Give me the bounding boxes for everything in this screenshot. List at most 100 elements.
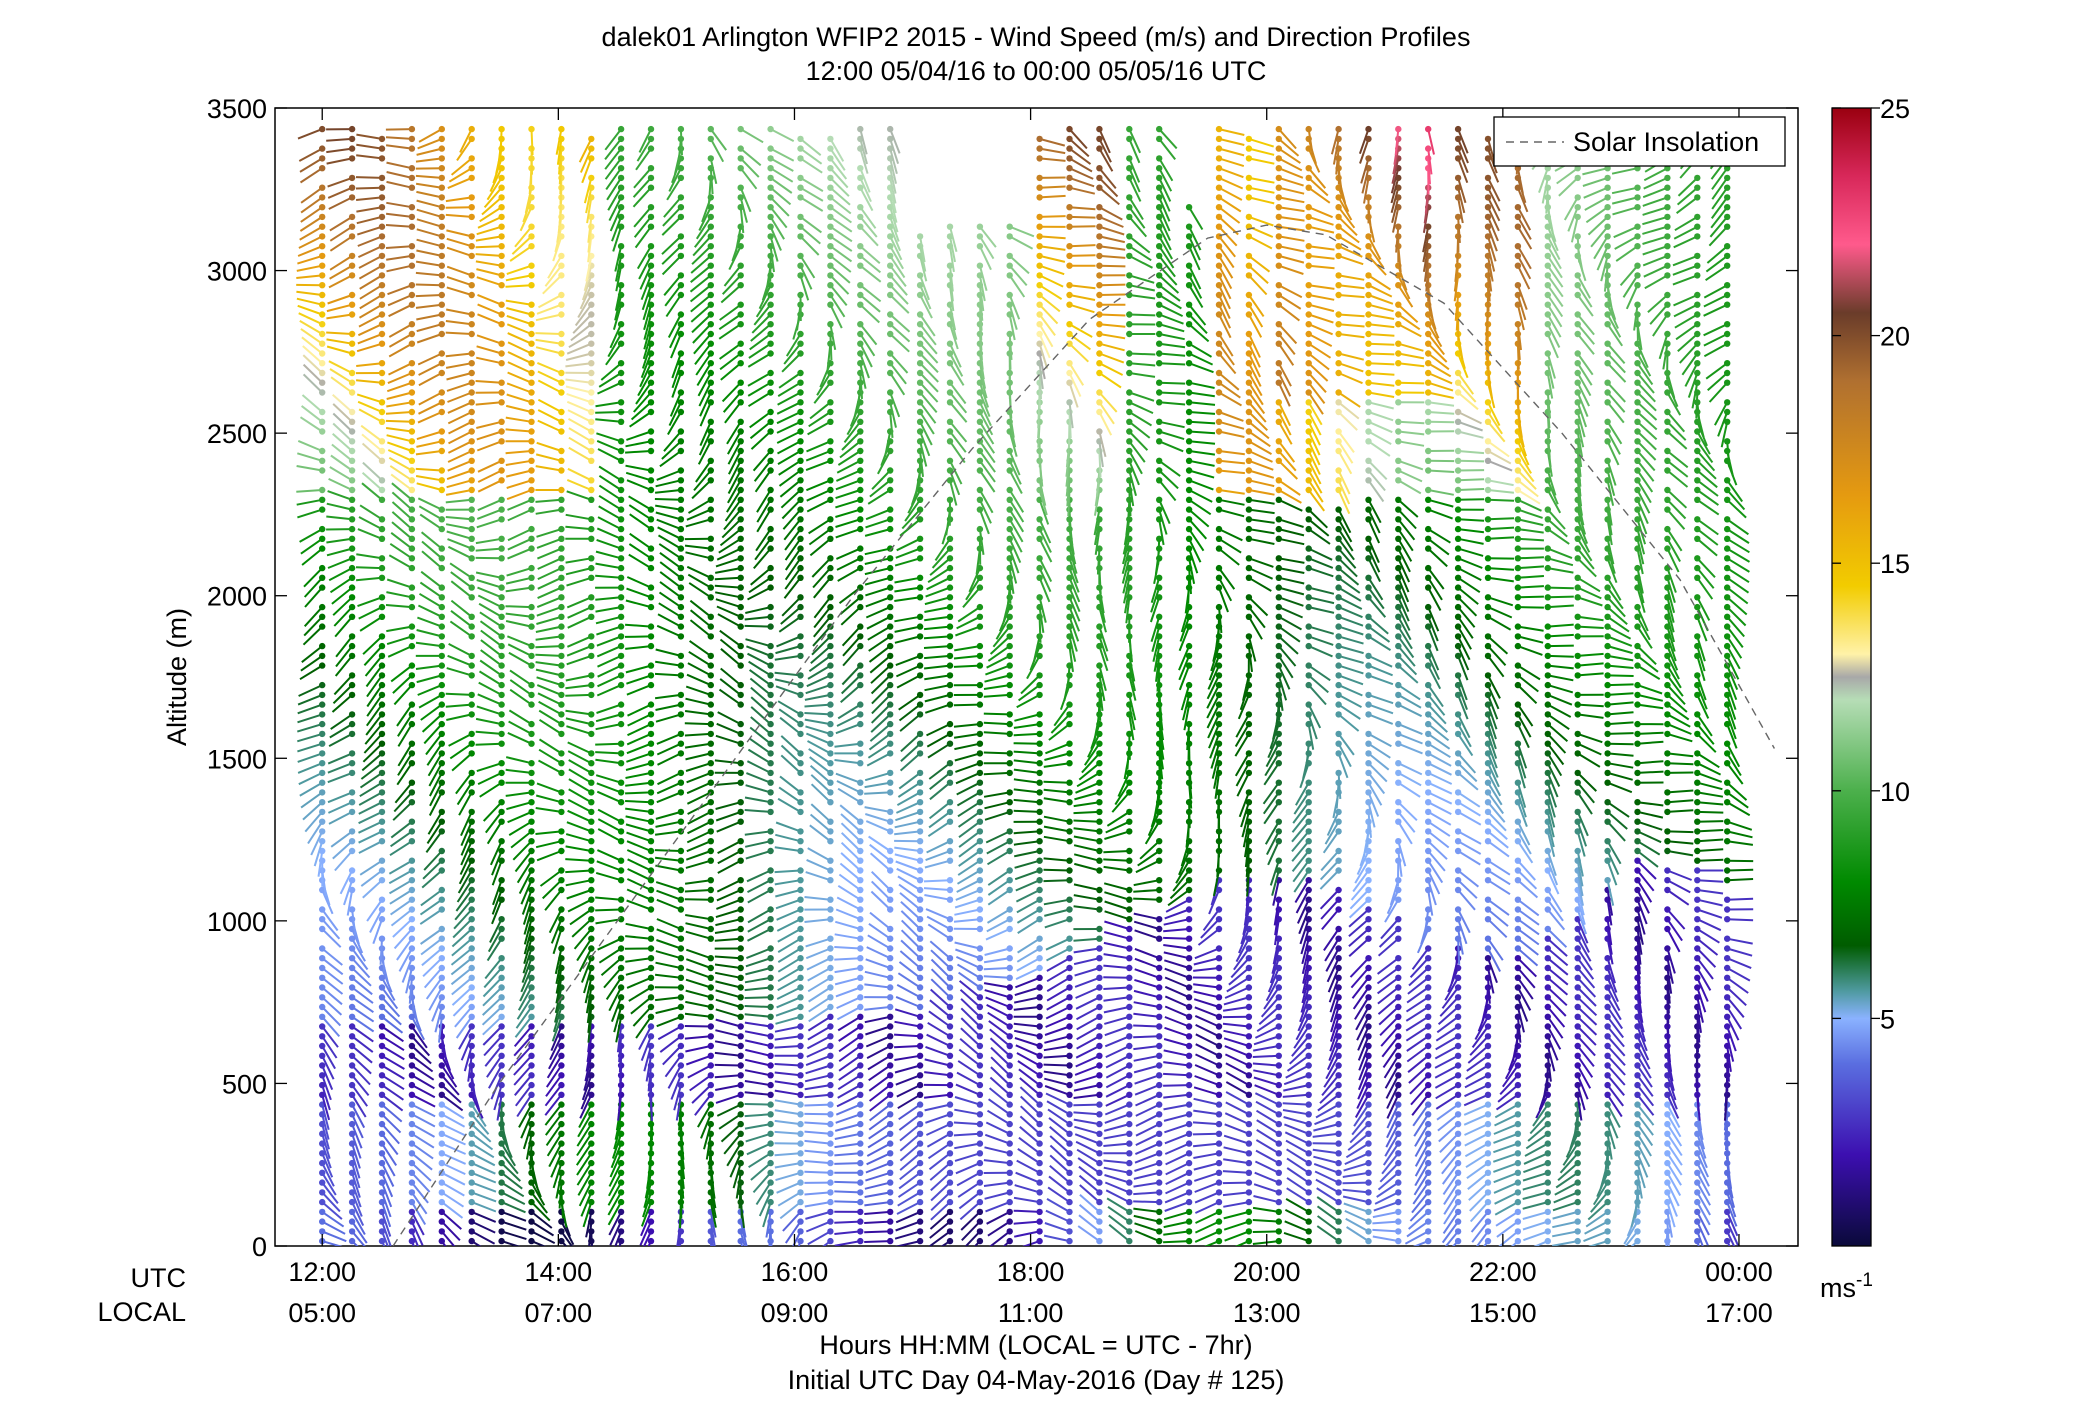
wind-barb-point [528,301,535,308]
wind-barb [359,772,383,789]
wind-barb-point [378,340,386,347]
wind-barb-point [1036,1042,1043,1050]
wind-barb [501,1201,526,1214]
wind-barb [475,260,502,267]
wind-barb-point [707,477,714,484]
wind-barb-point [1006,750,1013,757]
wind-barb-point [916,1062,924,1069]
wind-barb-point [378,408,386,416]
wind-barb-point [887,1198,894,1206]
wind-barb-point [647,769,655,777]
wind-barb-point [408,906,416,913]
wind-barb-point [857,1120,864,1128]
wind-barb-point [887,1052,894,1060]
wind-barb-point [408,896,416,903]
wind-barb-point [707,272,714,279]
wind-barb [417,352,443,366]
wind-barb-point [946,808,954,816]
wind-barb-point [408,321,416,328]
wind-barb-point [558,886,565,894]
wind-barb-point [827,1101,834,1108]
wind-barb [595,918,622,925]
wind-barb-point [378,555,386,562]
wind-barb-point [887,769,894,777]
wind-barb [359,615,383,632]
wind-barb-point [916,935,924,942]
wind-barb-point [498,418,505,425]
wind-barb-point [588,896,595,903]
wind-barb-point [916,1189,924,1196]
wind-barb-point [887,291,894,299]
wind-barb [297,742,323,753]
wind-barb-point [797,1013,804,1020]
wind-barb-point [438,1120,445,1128]
wind-barb-point [528,1218,535,1225]
wind-barb-point [976,867,984,874]
wind-barb-point [348,955,356,962]
wind-barb-point [588,1198,595,1206]
wind-barb-point [976,916,984,923]
wind-barb-point [737,438,744,445]
wind-barb-point [647,379,655,386]
wind-barb-point [408,1062,416,1069]
wind-barb-point [737,799,744,806]
wind-barb-point [498,1228,505,1235]
wind-barb-point [946,964,954,972]
wind-barb [550,1026,563,1051]
wind-barb-point [468,574,475,581]
wind-barb-point [1006,652,1013,660]
wind-barb-point [468,1023,475,1030]
wind-barb-point [408,818,416,825]
wind-barb [513,1025,533,1048]
wind-barb-point [319,194,326,201]
wind-barb-point [498,282,505,289]
wind-barb [381,1133,399,1156]
wind-barb [394,782,413,804]
wind-barb-point [348,145,356,152]
wind-barb-point [498,769,505,777]
wind-barb-point [767,808,774,816]
wind-barb-point [677,438,685,445]
wind-barb-point [498,165,505,172]
wind-barb [597,818,622,833]
wind-barb [356,553,383,560]
wind-barb [493,1084,503,1111]
wind-barb-point [438,662,445,669]
wind-barb-point [946,730,954,738]
wind-barb-point [1036,1179,1043,1186]
wind-barb-point [348,730,356,738]
wind-barb-point [438,974,445,981]
wind-barb-point [528,769,535,777]
wind-barb [456,782,473,806]
wind-barb-point [617,613,625,620]
wind-barb-point [1036,516,1043,523]
wind-barb-point [558,769,565,777]
wind-barb-point [946,701,954,708]
wind-barb-point [797,1237,804,1245]
wind-barb-point [348,272,356,279]
wind-barb-point [677,1003,685,1011]
wind-barb-point [827,447,834,455]
wind-barb-point [827,594,834,601]
wind-barb-point [378,750,386,757]
wind-barb-point [348,545,356,552]
wind-barb [321,1016,341,1038]
wind-barb-point [617,818,625,825]
wind-barb [507,547,532,560]
wind-barb-point [498,174,505,182]
wind-barb-point [468,1101,475,1108]
wind-barb-point [707,711,714,718]
wind-barb-point [827,1140,834,1147]
wind-barb-point [588,321,595,328]
wind-barb-point [916,379,924,386]
wind-barb [301,394,323,413]
wind-barb-point [558,633,565,640]
wind-barb [363,645,383,666]
wind-barb-point [767,525,774,533]
wind-barb-point [797,789,804,796]
wind-barb-point [976,1091,984,1099]
wind-barb [416,218,443,228]
wind-barb-point [378,994,386,1001]
wind-barb-point [348,672,356,679]
wind-barb-point [468,769,475,777]
